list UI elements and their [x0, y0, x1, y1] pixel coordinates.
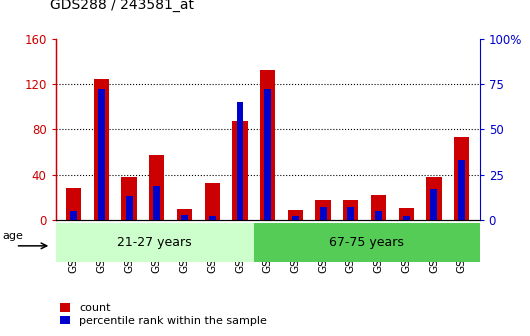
- Bar: [56, 223, 253, 262]
- Text: 21-27 years: 21-27 years: [117, 236, 192, 249]
- Bar: [260, 71, 275, 220]
- Bar: [320, 207, 326, 220]
- Bar: [70, 211, 77, 220]
- Bar: [288, 210, 303, 220]
- Bar: [292, 216, 299, 220]
- Text: 67-75 years: 67-75 years: [329, 236, 404, 249]
- Bar: [126, 197, 132, 220]
- Bar: [375, 211, 382, 220]
- Bar: [399, 208, 414, 220]
- Bar: [343, 200, 358, 220]
- Legend: count, percentile rank within the sample: count, percentile rank within the sample: [56, 299, 271, 330]
- Bar: [94, 80, 109, 220]
- Bar: [347, 207, 354, 220]
- Bar: [403, 216, 410, 220]
- Bar: [66, 188, 81, 220]
- Bar: [98, 89, 105, 220]
- Bar: [264, 89, 271, 220]
- Bar: [454, 137, 469, 220]
- Bar: [153, 185, 160, 220]
- Bar: [315, 200, 331, 220]
- Bar: [181, 215, 188, 220]
- Bar: [458, 160, 465, 220]
- Bar: [149, 156, 164, 220]
- Bar: [205, 183, 220, 220]
- Bar: [253, 223, 480, 262]
- Bar: [426, 177, 441, 220]
- Bar: [236, 102, 243, 220]
- Bar: [371, 195, 386, 220]
- Text: age: age: [3, 231, 24, 241]
- Bar: [121, 177, 137, 220]
- Bar: [430, 189, 437, 220]
- Bar: [209, 216, 216, 220]
- Bar: [177, 209, 192, 220]
- Text: GDS288 / 243581_at: GDS288 / 243581_at: [50, 0, 195, 12]
- Bar: [232, 121, 248, 220]
